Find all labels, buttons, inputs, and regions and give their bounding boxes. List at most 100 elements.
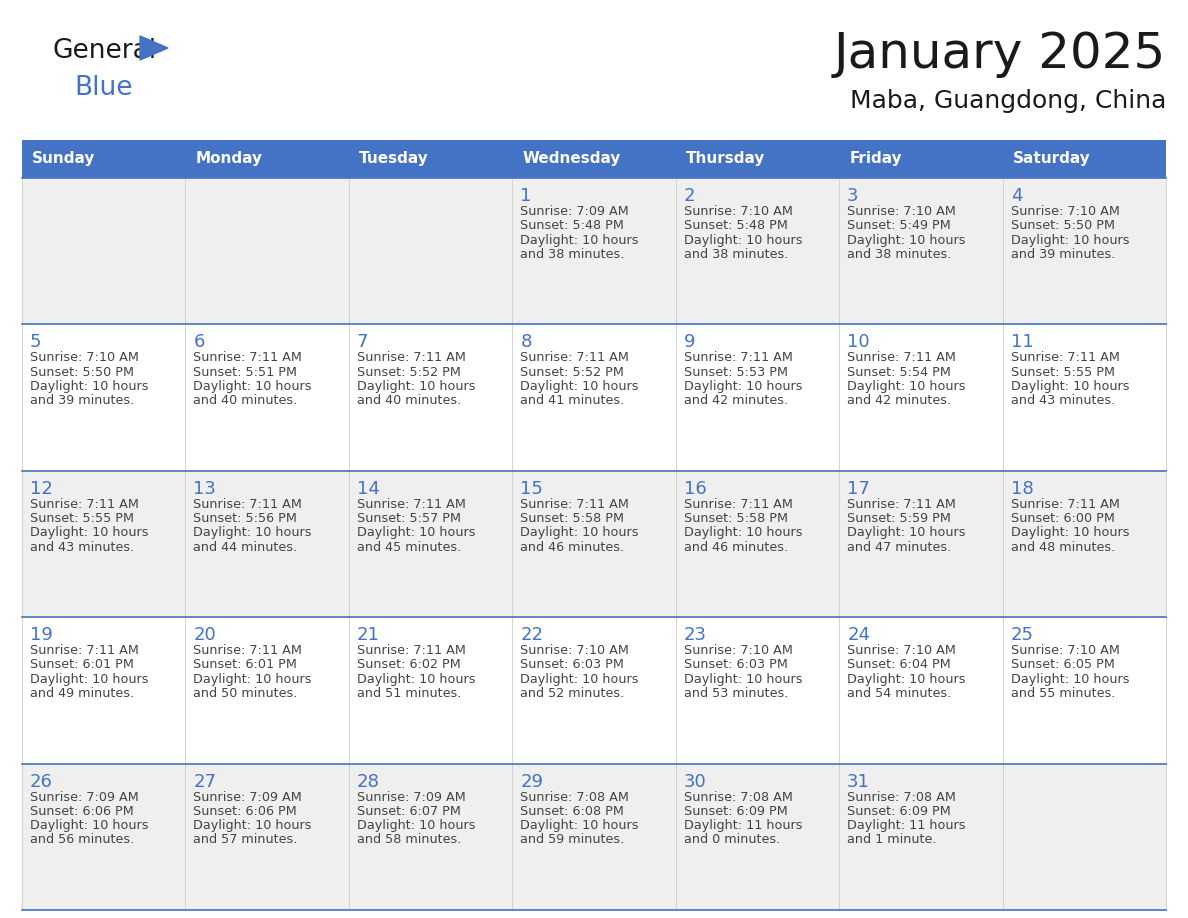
Text: and 38 minutes.: and 38 minutes. [684, 248, 788, 261]
Text: and 39 minutes.: and 39 minutes. [1011, 248, 1114, 261]
Text: Sunset: 5:54 PM: Sunset: 5:54 PM [847, 365, 952, 378]
Text: 20: 20 [194, 626, 216, 644]
Text: 12: 12 [30, 480, 53, 498]
Text: Daylight: 10 hours: Daylight: 10 hours [194, 673, 312, 686]
Text: Daylight: 10 hours: Daylight: 10 hours [356, 526, 475, 539]
Text: Sunrise: 7:11 AM: Sunrise: 7:11 AM [356, 352, 466, 364]
Text: 14: 14 [356, 480, 380, 498]
Text: and 0 minutes.: and 0 minutes. [684, 834, 781, 846]
Text: 28: 28 [356, 773, 380, 790]
Text: Sunset: 5:59 PM: Sunset: 5:59 PM [847, 512, 952, 525]
Text: Sunset: 5:48 PM: Sunset: 5:48 PM [520, 219, 624, 232]
Text: Daylight: 10 hours: Daylight: 10 hours [194, 526, 312, 539]
Text: Sunset: 6:03 PM: Sunset: 6:03 PM [520, 658, 624, 671]
Text: 25: 25 [1011, 626, 1034, 644]
Text: January 2025: January 2025 [834, 30, 1165, 78]
Text: Thursday: Thursday [685, 151, 765, 166]
Text: and 46 minutes.: and 46 minutes. [520, 541, 625, 554]
Text: 16: 16 [684, 480, 707, 498]
Text: Sunset: 6:07 PM: Sunset: 6:07 PM [356, 805, 461, 818]
Text: Daylight: 10 hours: Daylight: 10 hours [684, 526, 802, 539]
Text: Sunset: 6:00 PM: Sunset: 6:00 PM [1011, 512, 1114, 525]
Bar [23, 764, 1165, 910]
Text: and 40 minutes.: and 40 minutes. [356, 394, 461, 408]
Text: 15: 15 [520, 480, 543, 498]
Text: 19: 19 [30, 626, 53, 644]
Text: 2: 2 [684, 187, 695, 205]
Text: and 42 minutes.: and 42 minutes. [684, 394, 788, 408]
Text: and 38 minutes.: and 38 minutes. [847, 248, 952, 261]
Text: and 57 minutes.: and 57 minutes. [194, 834, 298, 846]
Text: Friday: Friday [849, 151, 902, 166]
Text: Sunset: 5:48 PM: Sunset: 5:48 PM [684, 219, 788, 232]
Text: Sunrise: 7:11 AM: Sunrise: 7:11 AM [30, 498, 139, 510]
Text: Sunrise: 7:10 AM: Sunrise: 7:10 AM [1011, 205, 1119, 218]
Text: and 56 minutes.: and 56 minutes. [30, 834, 134, 846]
Text: Daylight: 11 hours: Daylight: 11 hours [684, 819, 802, 832]
Text: 10: 10 [847, 333, 870, 352]
Text: Maba, Guangdong, China: Maba, Guangdong, China [849, 89, 1165, 113]
Text: Sunset: 5:56 PM: Sunset: 5:56 PM [194, 512, 297, 525]
Text: 1: 1 [520, 187, 532, 205]
Text: 23: 23 [684, 626, 707, 644]
Text: Sunday: Sunday [32, 151, 95, 166]
Text: Wednesday: Wednesday [523, 151, 620, 166]
Text: 21: 21 [356, 626, 380, 644]
Text: 18: 18 [1011, 480, 1034, 498]
Text: Sunset: 6:06 PM: Sunset: 6:06 PM [30, 805, 134, 818]
Text: Tuesday: Tuesday [359, 151, 429, 166]
Text: 13: 13 [194, 480, 216, 498]
Text: Daylight: 10 hours: Daylight: 10 hours [356, 673, 475, 686]
Text: Sunrise: 7:11 AM: Sunrise: 7:11 AM [30, 644, 139, 657]
Text: and 54 minutes.: and 54 minutes. [847, 687, 952, 700]
Text: 8: 8 [520, 333, 532, 352]
Text: Sunset: 5:55 PM: Sunset: 5:55 PM [30, 512, 134, 525]
Text: Daylight: 10 hours: Daylight: 10 hours [30, 819, 148, 832]
Bar [23, 324, 1165, 471]
Text: Daylight: 10 hours: Daylight: 10 hours [847, 673, 966, 686]
Text: 26: 26 [30, 773, 53, 790]
Text: and 50 minutes.: and 50 minutes. [194, 687, 298, 700]
Text: Daylight: 10 hours: Daylight: 10 hours [30, 380, 148, 393]
Text: Daylight: 10 hours: Daylight: 10 hours [847, 380, 966, 393]
Text: and 48 minutes.: and 48 minutes. [1011, 541, 1114, 554]
Text: 4: 4 [1011, 187, 1022, 205]
Text: 7: 7 [356, 333, 368, 352]
Text: Sunrise: 7:09 AM: Sunrise: 7:09 AM [356, 790, 466, 803]
Text: Daylight: 10 hours: Daylight: 10 hours [1011, 380, 1129, 393]
Text: Blue: Blue [74, 75, 133, 101]
Text: Sunset: 5:58 PM: Sunset: 5:58 PM [520, 512, 624, 525]
Text: Sunset: 5:57 PM: Sunset: 5:57 PM [356, 512, 461, 525]
Text: 30: 30 [684, 773, 707, 790]
Text: 22: 22 [520, 626, 543, 644]
Text: Sunset: 6:01 PM: Sunset: 6:01 PM [30, 658, 134, 671]
Text: and 58 minutes.: and 58 minutes. [356, 834, 461, 846]
Text: and 42 minutes.: and 42 minutes. [847, 394, 952, 408]
Text: and 51 minutes.: and 51 minutes. [356, 687, 461, 700]
Text: Daylight: 10 hours: Daylight: 10 hours [30, 673, 148, 686]
Text: Daylight: 10 hours: Daylight: 10 hours [520, 526, 639, 539]
Text: Daylight: 10 hours: Daylight: 10 hours [847, 526, 966, 539]
Bar [23, 471, 1165, 617]
Text: and 43 minutes.: and 43 minutes. [1011, 394, 1114, 408]
Text: Sunrise: 7:11 AM: Sunrise: 7:11 AM [356, 644, 466, 657]
Text: 27: 27 [194, 773, 216, 790]
Text: Sunrise: 7:11 AM: Sunrise: 7:11 AM [520, 352, 630, 364]
Text: 11: 11 [1011, 333, 1034, 352]
Text: Sunrise: 7:08 AM: Sunrise: 7:08 AM [684, 790, 792, 803]
Text: Sunset: 6:03 PM: Sunset: 6:03 PM [684, 658, 788, 671]
Text: Daylight: 11 hours: Daylight: 11 hours [847, 819, 966, 832]
Text: 31: 31 [847, 773, 870, 790]
Text: Sunrise: 7:10 AM: Sunrise: 7:10 AM [847, 205, 956, 218]
Text: and 41 minutes.: and 41 minutes. [520, 394, 625, 408]
Text: and 46 minutes.: and 46 minutes. [684, 541, 788, 554]
Text: Daylight: 10 hours: Daylight: 10 hours [520, 380, 639, 393]
Bar [23, 140, 1165, 178]
Text: Sunrise: 7:10 AM: Sunrise: 7:10 AM [684, 205, 792, 218]
Text: Daylight: 10 hours: Daylight: 10 hours [194, 819, 312, 832]
Text: Sunset: 5:50 PM: Sunset: 5:50 PM [1011, 219, 1114, 232]
Text: Sunrise: 7:08 AM: Sunrise: 7:08 AM [847, 790, 956, 803]
Text: Sunrise: 7:11 AM: Sunrise: 7:11 AM [847, 352, 956, 364]
Text: Sunrise: 7:11 AM: Sunrise: 7:11 AM [684, 352, 792, 364]
Text: and 49 minutes.: and 49 minutes. [30, 687, 134, 700]
